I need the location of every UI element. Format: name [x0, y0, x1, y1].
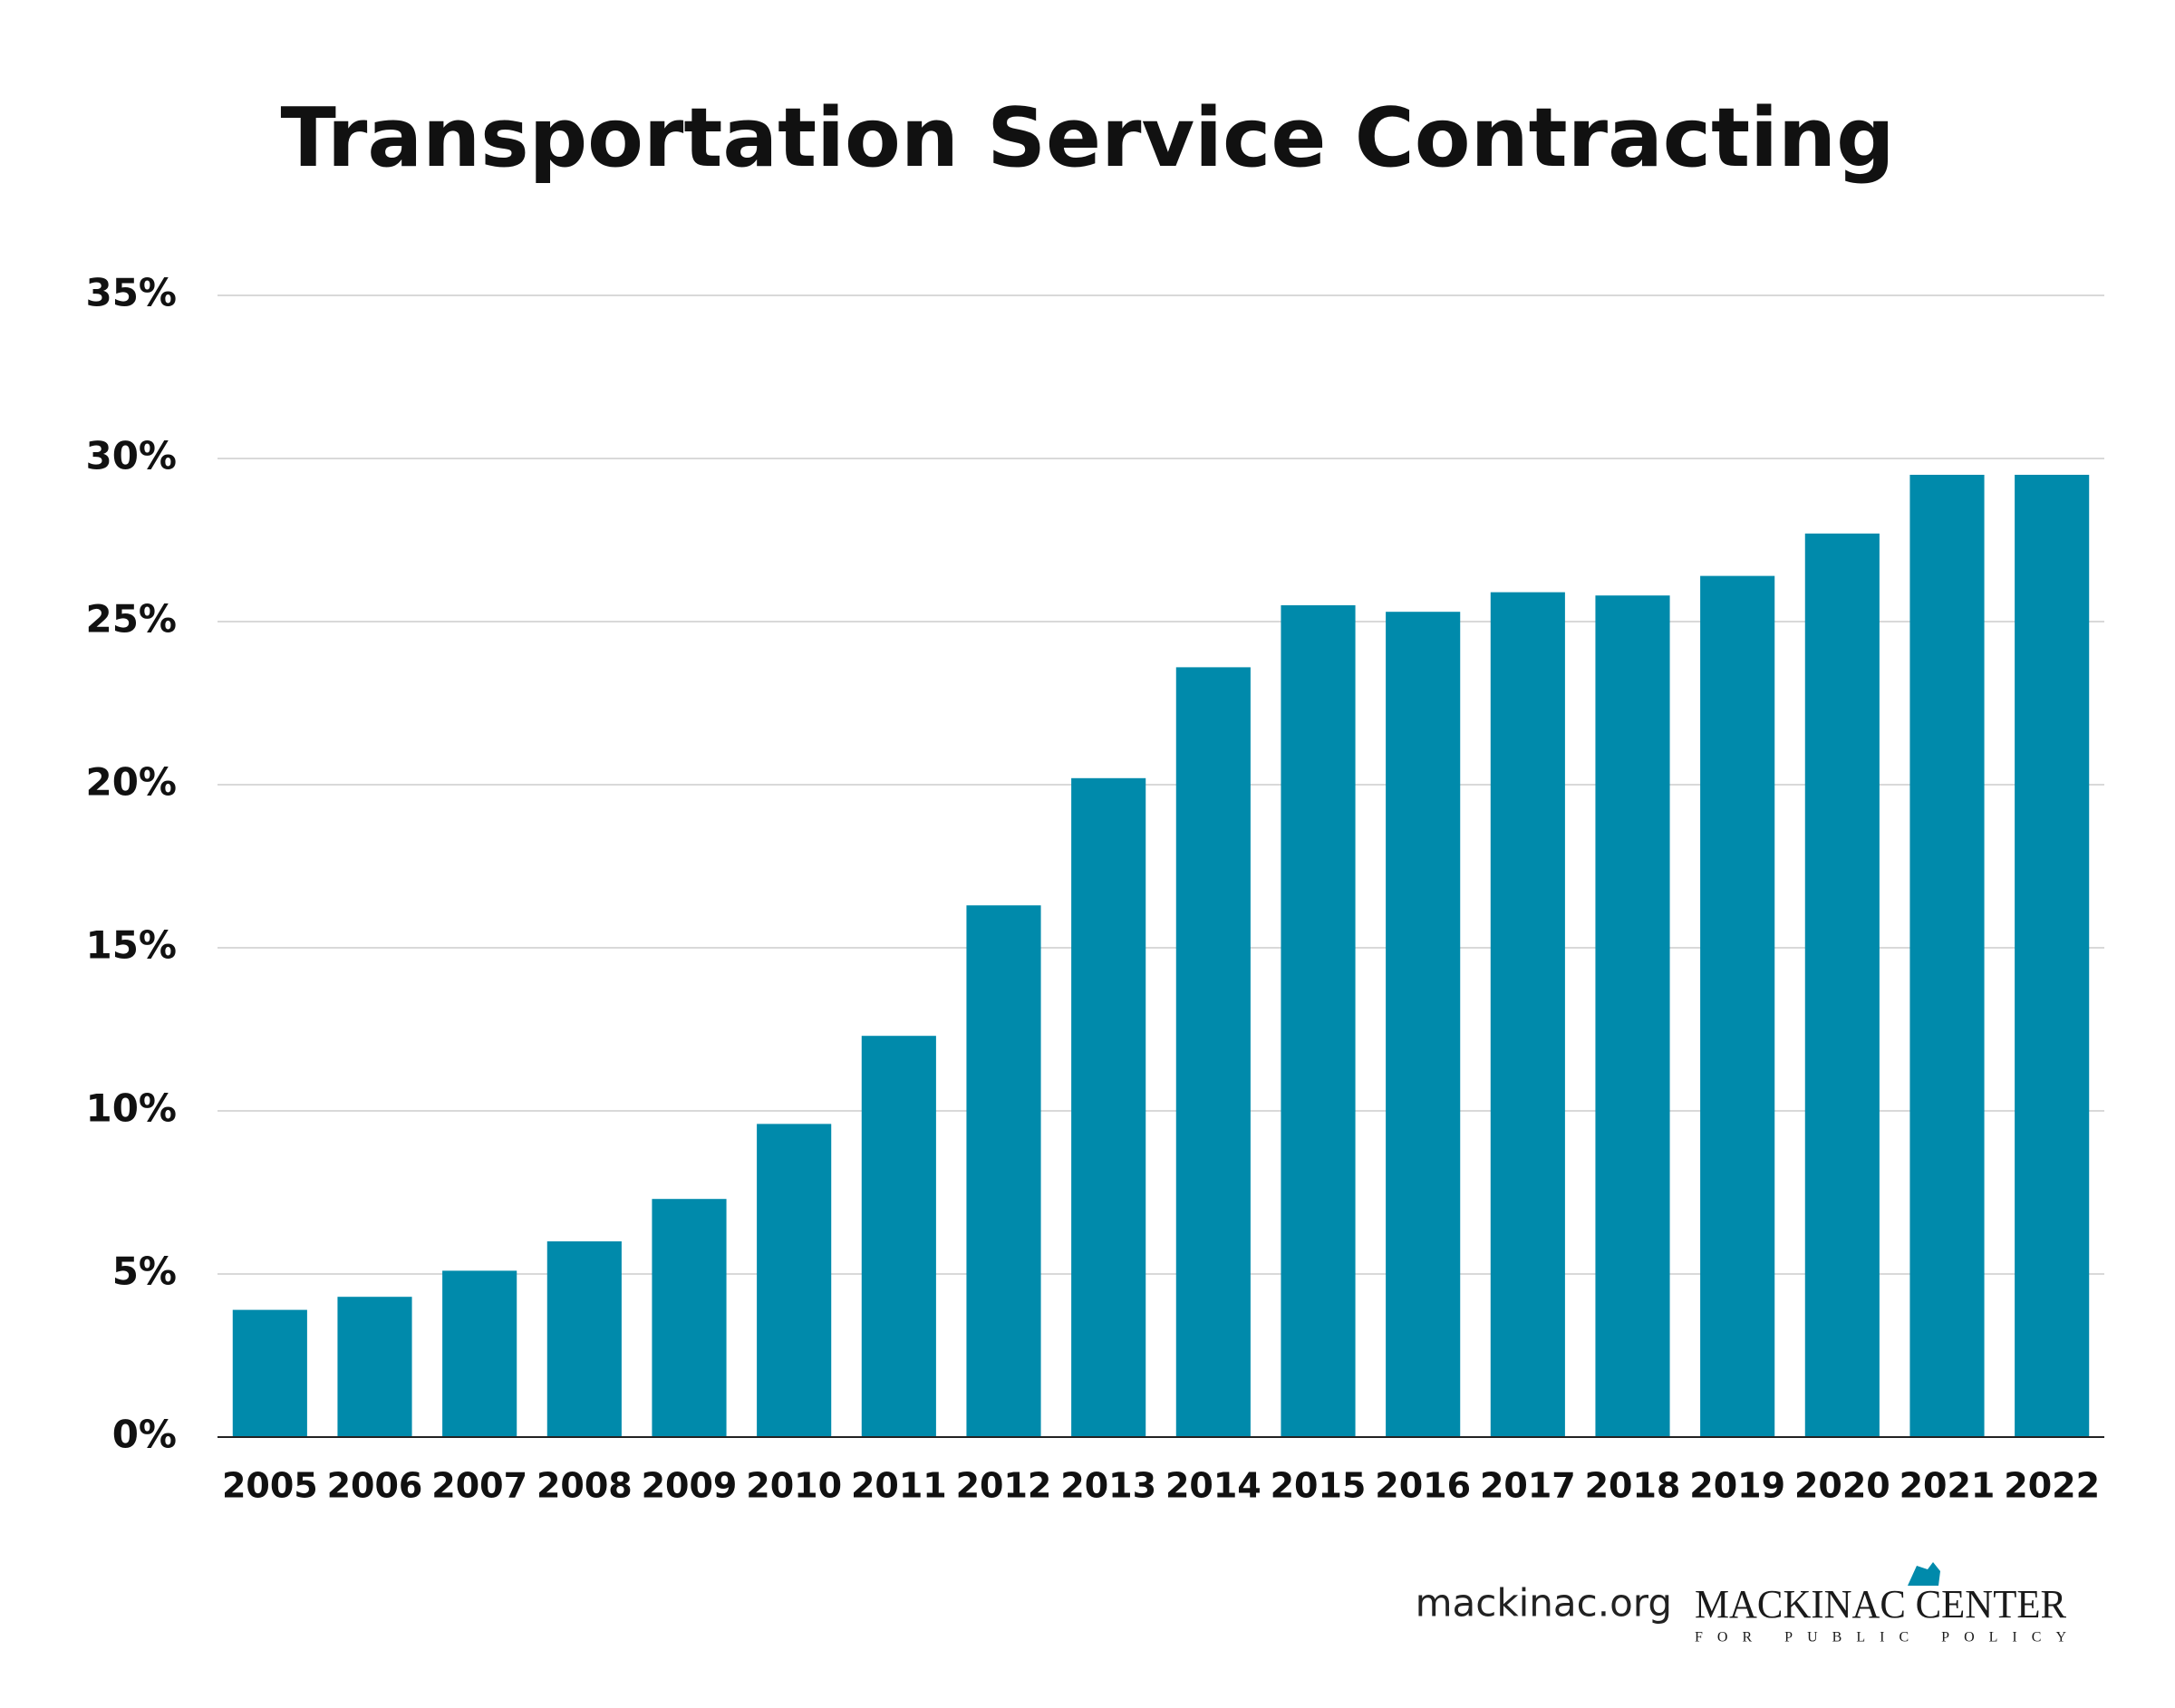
bar — [1386, 612, 1461, 1437]
x-tick-label: 2016 — [1375, 1466, 1471, 1506]
y-tick-label: 20% — [85, 760, 177, 805]
x-tick-label: 2005 — [222, 1466, 318, 1506]
bar — [966, 905, 1041, 1437]
logo-name: MACKINAC CENTER — [1695, 1582, 2067, 1626]
bar — [1804, 533, 1880, 1437]
logo-map — [1908, 1562, 1940, 1586]
bar — [546, 1241, 622, 1437]
x-tick-label: 2021 — [1900, 1466, 1996, 1506]
x-tick-label: 2011 — [851, 1466, 947, 1506]
x-tick-label: 2010 — [746, 1466, 842, 1506]
bar — [1490, 592, 1565, 1437]
bar — [1071, 777, 1146, 1437]
x-tick-label: 2019 — [1689, 1466, 1785, 1506]
x-tick-label: 2018 — [1585, 1466, 1681, 1506]
bar — [337, 1297, 412, 1437]
x-tick-label: 2022 — [2004, 1466, 2100, 1506]
x-tick-label: 2012 — [956, 1466, 1052, 1506]
y-tick-label: 30% — [85, 434, 177, 478]
bar — [1595, 595, 1670, 1437]
bar — [757, 1124, 832, 1437]
x-tick-label: 2009 — [642, 1466, 738, 1506]
y-tick-label: 0% — [112, 1413, 177, 1457]
bar — [442, 1270, 517, 1437]
chart-title: Transportation Service Contracting — [280, 91, 1894, 186]
x-tick-label: 2017 — [1480, 1466, 1576, 1506]
bar — [1175, 667, 1251, 1437]
bar — [1909, 475, 1985, 1437]
bar — [2015, 475, 2090, 1437]
x-tick-label: 2020 — [1794, 1466, 1890, 1506]
x-tick-label: 2015 — [1271, 1466, 1367, 1506]
x-tick-label: 2007 — [431, 1466, 527, 1506]
footer-site: mackinac.org — [1416, 1581, 1672, 1626]
y-tick-label: 10% — [85, 1086, 177, 1131]
y-tick-label: 35% — [85, 271, 177, 315]
logo-tagline: FOR PUBLIC POLICY — [1695, 1630, 2066, 1645]
y-tick-label: 5% — [112, 1250, 177, 1294]
bar — [652, 1199, 727, 1437]
y-tick-label: 15% — [85, 923, 177, 968]
bar — [861, 1036, 936, 1437]
bar — [1281, 605, 1356, 1437]
bar — [1700, 575, 1775, 1437]
x-tick-label: 2006 — [327, 1466, 423, 1506]
x-tick-label: 2013 — [1060, 1466, 1156, 1506]
x-tick-label: 2008 — [536, 1466, 633, 1506]
bar — [232, 1309, 307, 1437]
y-tick-label: 25% — [85, 597, 177, 642]
x-tick-label: 2014 — [1165, 1466, 1262, 1506]
